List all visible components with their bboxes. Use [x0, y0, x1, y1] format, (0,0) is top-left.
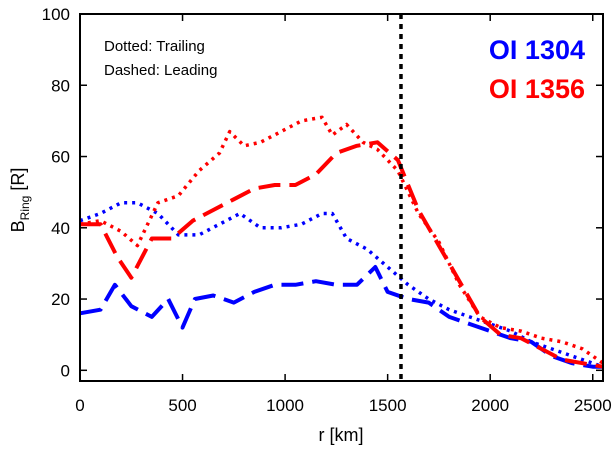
legend-oi-1356: OI 1356	[489, 74, 585, 104]
series-layer	[79, 115, 605, 369]
y-axis-title-unit: [R]	[8, 168, 28, 196]
series-line-oi-1356-leading	[80, 140, 604, 369]
y-tick-label: 40	[51, 219, 70, 238]
plot-area: 0 500 1000 1500 2000 2500 0 20 40 60 80 100	[42, 5, 612, 415]
x-tick-label: 2000	[471, 396, 509, 415]
x-tick-label: 2500	[574, 396, 612, 415]
y-tick-label: 0	[61, 361, 70, 380]
x-tick-label: 0	[75, 396, 84, 415]
y-axis-title-main: B	[8, 220, 28, 232]
plot-frame	[79, 13, 604, 382]
y-tick-label: 20	[51, 290, 70, 309]
y-axis-title-subscript: Ring	[18, 196, 32, 221]
legend-oi-1304: OI 1304	[489, 35, 585, 65]
annotation-leading: Dashed: Leading	[104, 62, 217, 79]
y-tick-label: 60	[51, 148, 70, 167]
annotation-trailing: Dotted: Trailing	[104, 38, 205, 55]
tick-layer: 0 500 1000 1500 2000 2500 0 20 40 60 80 100	[42, 5, 612, 415]
x-axis-title: r [km]	[319, 425, 364, 445]
x-tick-label: 1500	[369, 396, 407, 415]
y-tick-label: 100	[42, 5, 70, 24]
series-line-oi-1304-leading	[79, 265, 603, 369]
y-tick-label: 80	[51, 76, 70, 95]
y-axis-title: BRing [R]	[8, 168, 32, 233]
x-tick-label: 1000	[266, 396, 304, 415]
x-tick-label: 500	[168, 396, 196, 415]
